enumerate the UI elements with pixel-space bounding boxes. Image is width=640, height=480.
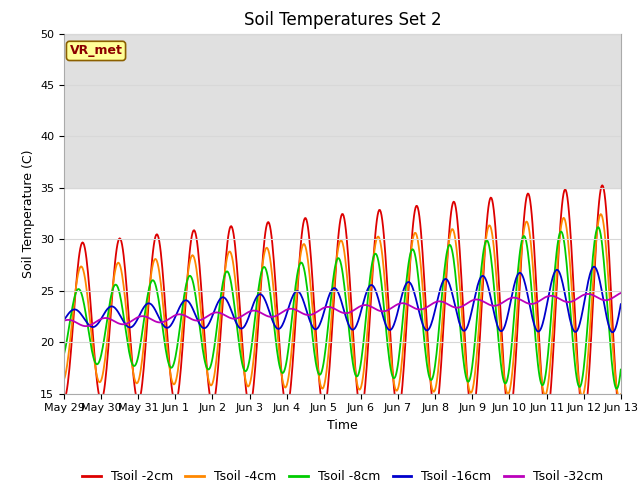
Y-axis label: Soil Temperature (C): Soil Temperature (C) (22, 149, 35, 278)
Title: Soil Temperatures Set 2: Soil Temperatures Set 2 (244, 11, 441, 29)
X-axis label: Time: Time (327, 419, 358, 432)
Legend: Tsoil -2cm, Tsoil -4cm, Tsoil -8cm, Tsoil -16cm, Tsoil -32cm: Tsoil -2cm, Tsoil -4cm, Tsoil -8cm, Tsoi… (77, 465, 608, 480)
Text: VR_met: VR_met (70, 44, 122, 58)
Bar (64, 34, 621, 188)
